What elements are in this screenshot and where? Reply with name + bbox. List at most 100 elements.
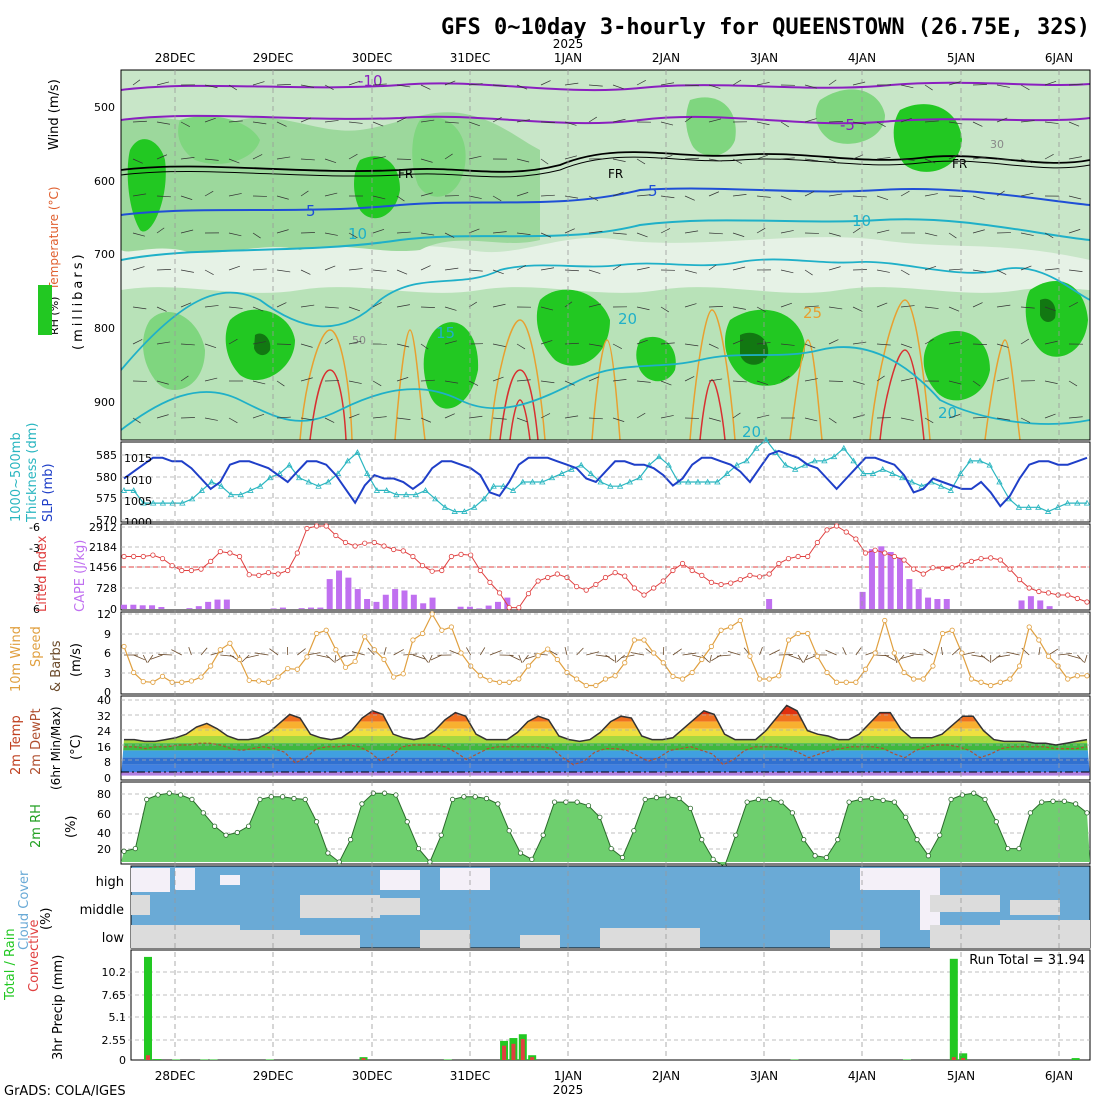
wind-point xyxy=(737,617,743,624)
wind-barb xyxy=(133,654,145,661)
li-point xyxy=(1026,585,1032,591)
cape-bar xyxy=(504,597,511,609)
upper-barb xyxy=(804,269,813,276)
precip-conv-bar xyxy=(511,1043,516,1060)
upper-barb xyxy=(180,343,195,346)
wind10m-label: 10m Wind xyxy=(9,626,24,692)
contour-label: 15 xyxy=(436,324,455,342)
upper-barb xyxy=(204,377,218,382)
upper-barb xyxy=(852,121,866,125)
wind-barb xyxy=(842,647,847,656)
cape-bar xyxy=(887,551,894,609)
upper-barb xyxy=(756,306,766,313)
upper-barb xyxy=(516,119,530,123)
upper-barb xyxy=(588,230,603,234)
rh-point xyxy=(291,795,297,802)
precip-tick: 10.2 xyxy=(102,966,127,979)
cape-bar xyxy=(868,549,875,609)
thickness-point xyxy=(188,495,196,502)
rh2m-markers xyxy=(121,790,1090,870)
upper-barb xyxy=(1068,380,1078,387)
thickness-point xyxy=(198,487,205,493)
rh-point xyxy=(1016,845,1022,852)
upper-barb xyxy=(372,228,385,234)
cape-bar xyxy=(1018,600,1025,609)
wind-point xyxy=(1055,663,1061,669)
li-point xyxy=(265,569,272,576)
thickness-point xyxy=(432,495,439,502)
rh-point xyxy=(472,794,478,800)
cloud-blocks xyxy=(131,868,1090,948)
precip-conv-bar xyxy=(961,1058,966,1060)
upper-barb xyxy=(660,195,675,199)
wind-point xyxy=(949,627,955,633)
upper-barb xyxy=(1068,416,1083,419)
wind-barb xyxy=(1006,651,1020,656)
upper-barb xyxy=(396,195,405,202)
wind-barb xyxy=(334,654,337,664)
cloud-high-block xyxy=(380,870,420,890)
thickness-point xyxy=(704,478,711,485)
thickness-point xyxy=(801,461,809,468)
cloud-block xyxy=(131,925,240,948)
wind-point xyxy=(352,658,358,665)
thickness-point xyxy=(850,457,857,464)
wind-barb xyxy=(716,654,731,657)
upper-barb xyxy=(780,375,790,382)
cloud-block xyxy=(930,895,1000,912)
upper-barb xyxy=(732,380,747,383)
rh-point xyxy=(574,799,580,805)
cloud-units: (%) xyxy=(39,908,54,931)
upper-barb xyxy=(204,84,218,89)
wind-point xyxy=(901,669,907,676)
cape-bar xyxy=(364,599,371,609)
wind-point xyxy=(381,656,387,663)
thickness-point xyxy=(782,461,789,468)
upper-barb xyxy=(900,158,915,161)
upper-barb xyxy=(420,379,435,382)
wind-barb xyxy=(430,654,442,661)
upper-barb xyxy=(228,265,240,271)
wind-barb xyxy=(576,647,584,656)
upper-barb xyxy=(684,230,699,234)
li-point xyxy=(891,553,898,560)
li-point xyxy=(294,550,300,556)
li-point xyxy=(1055,592,1061,598)
upper-barb xyxy=(492,195,502,202)
li-point xyxy=(795,553,801,560)
upper-barb xyxy=(396,304,410,308)
wind-point xyxy=(574,676,580,682)
li-point xyxy=(612,569,618,576)
li-point xyxy=(651,585,657,591)
credit-label: GrADS: COLA/IGES xyxy=(4,1084,126,1099)
wind-point xyxy=(140,678,146,685)
precip-total-bar xyxy=(153,1059,162,1060)
wind-barb xyxy=(884,654,896,661)
rh-point xyxy=(789,810,796,816)
rh-point xyxy=(121,848,127,854)
rh-point xyxy=(313,819,320,825)
upper-barb xyxy=(300,190,309,197)
upper-barb xyxy=(828,266,841,271)
upper-barb xyxy=(1044,232,1054,239)
li-point xyxy=(1065,592,1071,598)
upper-barb xyxy=(444,80,456,86)
cape-bar xyxy=(859,591,866,609)
precip-conv-bar xyxy=(520,1039,525,1060)
cape-bar xyxy=(354,589,361,609)
wind-barb xyxy=(316,654,330,659)
upper-barb xyxy=(1044,380,1058,384)
wind-barb xyxy=(630,652,645,656)
upper-barb xyxy=(396,231,411,234)
wind-tick: 0 xyxy=(104,686,111,699)
upper-barb xyxy=(804,378,818,382)
thickness-point xyxy=(830,453,838,460)
upper-barb xyxy=(252,154,263,160)
date-label: 31DEC xyxy=(450,1069,490,1083)
upper-barb xyxy=(204,190,214,197)
wind-point xyxy=(814,653,820,659)
upper-barb xyxy=(396,117,407,123)
date-label: 3JAN xyxy=(750,51,778,65)
upper-barb xyxy=(276,343,291,345)
upper-barb xyxy=(396,377,409,382)
